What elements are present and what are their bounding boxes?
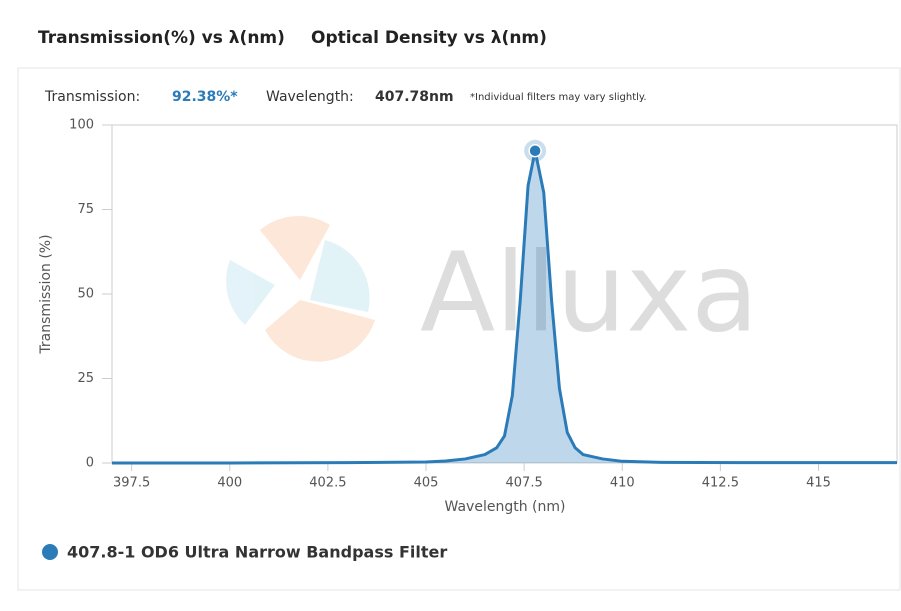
x-tick-label: 415 (806, 476, 831, 491)
note: *Individual filters may vary slightly. (470, 92, 647, 103)
legend-label[interactable]: 407.8-1 OD6 Ultra Narrow Bandpass Filter (67, 543, 447, 562)
x-tick-label: 402.5 (309, 476, 346, 491)
y-tick-label: 50 (77, 287, 94, 302)
legend-swatch[interactable] (42, 544, 58, 560)
x-tick-label: 412.5 (702, 476, 739, 491)
watermark: Alluxa (420, 228, 759, 356)
tab[interactable]: Optical Density vs λ(nm) (311, 28, 547, 48)
x-tick-label: 405 (414, 476, 439, 491)
x-tick-label: 397.5 (113, 476, 150, 491)
y-tick-label: 25 (77, 371, 94, 386)
readout-value: 92.38%* (172, 89, 238, 105)
series-line (112, 149, 897, 465)
hover-point (528, 144, 542, 158)
panel (17, 67, 901, 591)
readout-label: Wavelength: (266, 89, 354, 105)
tab[interactable]: Transmission(%) vs λ(nm) (38, 28, 285, 48)
x-tick-label: 400 (217, 476, 242, 491)
y-tick-label: 0 (86, 456, 94, 471)
x-axis-title: Wavelength (nm) (445, 499, 566, 515)
y-tick-label: 100 (69, 118, 94, 133)
x-tick-label: 407.5 (506, 476, 543, 491)
logo (226, 216, 375, 362)
y-tick-label: 75 (77, 202, 94, 217)
y-axis-title: Transmission (%) (38, 234, 54, 354)
readout-label: Transmission: (44, 89, 140, 105)
readout-value: 407.78nm (375, 89, 454, 105)
x-tick-label: 410 (610, 476, 635, 491)
